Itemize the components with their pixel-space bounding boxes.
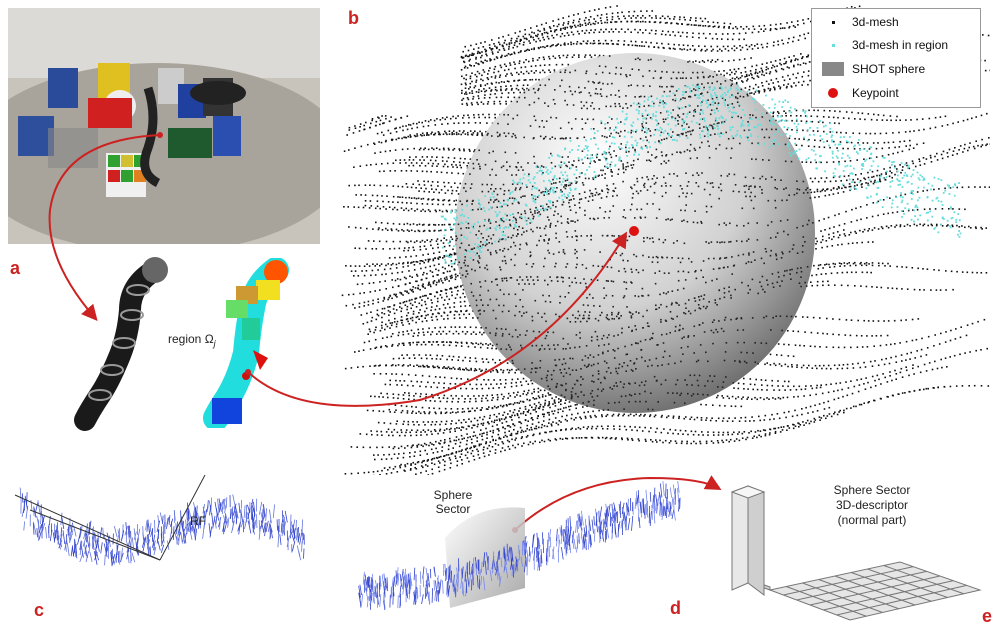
histogram-bar-side [747,485,765,596]
descriptor-line2: 3D-descriptor [835,498,909,512]
legend-symbol-cyan-dot [831,43,835,47]
rf-axis-1 [159,474,206,561]
pointcloud-panel [340,5,990,475]
legend-symbol-black-dot [831,20,835,24]
legend-item-keypoint: Keypoint [820,84,899,102]
region-label-subscript: j [213,338,216,349]
region-label-text: region Ω [168,332,214,346]
mesh-points-region [440,84,962,265]
legend-label: SHOT sphere [852,62,926,76]
descriptor-line1: Sphere Sector [833,483,911,497]
sphere-sector-line2: Sector [435,502,471,516]
normal-vectors-c [19,487,305,567]
sphere-sector-label: Sphere Sector [430,488,476,516]
rf-axis-3 [29,509,161,561]
panel-label-c: c [34,600,45,620]
descriptor-label: Sphere Sector 3D-descriptor (normal part… [822,483,922,528]
arrow-sector-to-descriptor [514,475,722,531]
segmented-object-dark [74,257,168,431]
descriptor-histogram [730,485,982,621]
rf-label: RF [190,514,206,528]
photo-scene [8,8,320,244]
legend-label: 3d-mesh [852,15,899,29]
histogram-grid [783,565,967,617]
legend-symbol-gray-square [822,62,844,76]
panel-label-e: e [982,606,993,626]
legend-label: 3d-mesh in region [852,38,949,52]
arrow-region-to-keypoint [247,231,628,407]
mesh-points-inside [455,55,814,411]
legend: 3d-mesh 3d-mesh in region SHOT sphere Ke… [811,8,981,108]
legend-symbol-red-circle [828,88,838,98]
mesh-points-outside [341,5,990,475]
sphere-sector-shape [445,507,525,608]
panel-label-d: d [670,598,681,618]
descriptor-line3: (normal part) [837,513,907,527]
region-segmentation [203,258,289,428]
pointcloud-svg [341,5,990,475]
panel-label-b: b [348,8,359,28]
region-label: region Ωj [168,332,216,348]
sphere-sector-line1: Sphere [433,488,473,502]
normal-vectors-d [358,481,681,611]
histogram-bar-front [731,485,749,591]
panel-label-a: a [10,258,21,278]
legend-item-3d-mesh: 3d-mesh [820,13,899,31]
legend-item-shot-sphere: SHOT sphere [820,60,925,78]
normals-with-rf [14,474,305,567]
legend-item-3d-mesh-in-region: 3d-mesh in region [820,36,948,54]
arrow-photo-to-object [48,134,161,322]
sphere-sector-normals [358,481,681,611]
legend-label: Keypoint [852,86,899,100]
rf-axis-2 [14,494,161,561]
histogram-bar-top [730,485,766,499]
photo-object-pile [8,8,320,244]
keypoint-marker [629,226,639,236]
